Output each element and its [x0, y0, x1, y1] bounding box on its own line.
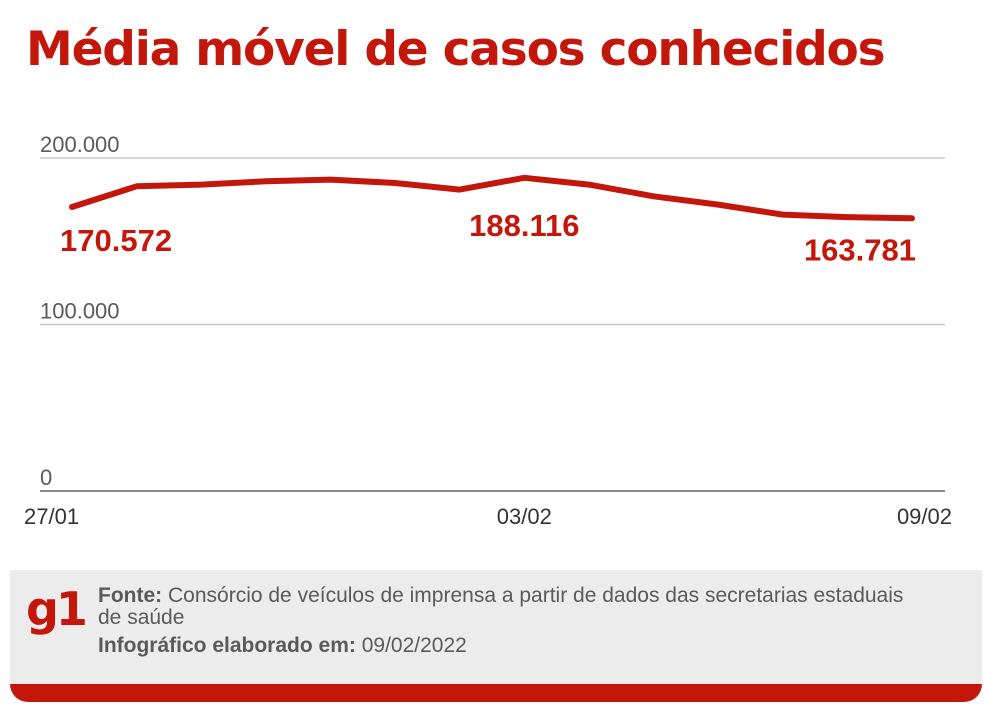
data-label: 170.572 — [60, 223, 172, 258]
gridlines — [40, 157, 945, 492]
date-label: Infográfico elaborado em: — [98, 634, 356, 657]
data-label: 163.781 — [804, 232, 916, 267]
chart-title: Média móvel de casos conhecidos — [26, 22, 886, 77]
data-point — [780, 212, 786, 218]
data-point — [392, 180, 398, 186]
source-text: Consórcio de veículos de imprensa a part… — [98, 584, 904, 629]
data-point — [651, 193, 657, 199]
x-tick-label: 03/02 — [497, 504, 552, 529]
x-axis-ticks: 27/01 03/02 09/02 — [24, 504, 952, 529]
data-point — [134, 183, 140, 189]
series-line-layer — [69, 174, 915, 222]
data-point — [521, 175, 527, 181]
data-point — [457, 187, 463, 193]
x-tick-label: 27/01 — [24, 504, 79, 529]
y-axis-ticks: 0 100.000 200.000 — [40, 132, 120, 490]
data-point — [327, 177, 333, 183]
data-point — [844, 214, 850, 220]
source-label: Fonte: — [98, 584, 163, 607]
x-tick-label: 09/02 — [897, 504, 952, 529]
series-line — [69, 174, 915, 222]
date-note: Infográfico elaborado em: 09/02/2022 — [98, 635, 467, 657]
y-tick-label: 200.000 — [40, 132, 120, 157]
y-tick-label: 0 — [40, 465, 52, 490]
data-point — [586, 182, 592, 188]
data-point — [69, 204, 75, 210]
data-point — [263, 178, 269, 184]
footer — [10, 570, 982, 700]
y-tick-label: 100.000 — [40, 299, 120, 324]
date-value: 09/02/2022 — [361, 634, 467, 657]
data-point — [909, 215, 915, 221]
data-point — [198, 182, 204, 188]
footer-accent-bar — [10, 684, 982, 702]
data-point — [715, 202, 721, 208]
source-note: Fonte: Consórcio de veículos de imprensa… — [98, 585, 918, 629]
g1-logo: g1 — [26, 582, 88, 636]
data-label: 188.116 — [469, 208, 579, 243]
data-labels: 170.572 188.116 163.781 — [60, 208, 916, 267]
